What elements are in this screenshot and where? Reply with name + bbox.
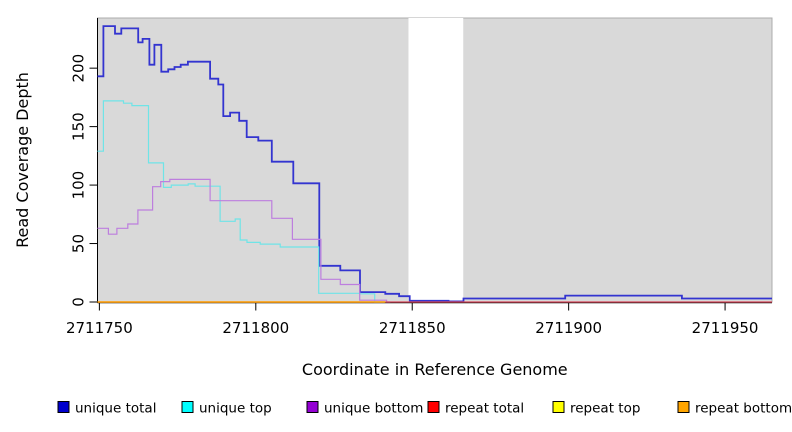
y-tick-label: 150 — [70, 112, 88, 141]
x-tick-label: 2711750 — [66, 319, 133, 337]
legend-swatch-unique-top — [181, 401, 194, 413]
legend-swatch-unique-total — [57, 401, 70, 413]
legend-item-unique-bottom: unique bottom — [306, 401, 423, 417]
legend-swatch-unique-bottom — [306, 401, 319, 413]
legend-label-repeat-total: repeat total — [445, 401, 524, 417]
legend-item-repeat-top: repeat top — [552, 401, 640, 417]
x-tick-label: 2711900 — [535, 319, 602, 337]
x-tick-label: 2711950 — [692, 319, 759, 337]
legend-item-unique-total: unique total — [57, 401, 156, 417]
legend-swatch-repeat-bottom — [677, 401, 690, 413]
y-tick-label: 200 — [70, 54, 88, 83]
legend: unique total unique top unique bottom repea… — [57, 401, 792, 417]
x-tick-label: 2711850 — [379, 319, 446, 337]
series-line-unique-top — [97, 100, 385, 303]
legend-swatch-repeat-top — [552, 401, 565, 413]
y-axis-title: Read Coverage Depth — [13, 72, 32, 248]
legend-label-unique-total: unique total — [75, 401, 156, 417]
legend-item-repeat-bottom: repeat bottom — [677, 401, 792, 417]
x-tick-label: 2711800 — [222, 319, 289, 337]
y-tick-label: 0 — [70, 297, 88, 307]
series-lines-layer — [97, 25, 772, 303]
series-line-unique-bottom — [97, 178, 391, 303]
plot-panel-layer — [97, 17, 773, 303]
y-tick-label: 100 — [70, 171, 88, 200]
y-tick-label: 50 — [70, 234, 88, 253]
no-data-band — [408, 18, 464, 302]
legend-label-unique-bottom: unique bottom — [324, 401, 423, 417]
legend-item-unique-top: unique top — [181, 401, 272, 417]
legend-item-repeat-total: repeat total — [427, 401, 524, 417]
x-axis-title: Coordinate in Reference Genome — [302, 360, 568, 379]
legend-swatch-repeat-total — [427, 401, 440, 413]
series-line-unique-total — [97, 25, 772, 303]
legend-label-repeat-top: repeat top — [570, 401, 640, 417]
legend-label-repeat-bottom: repeat bottom — [695, 401, 792, 417]
legend-label-unique-top: unique top — [199, 401, 272, 417]
